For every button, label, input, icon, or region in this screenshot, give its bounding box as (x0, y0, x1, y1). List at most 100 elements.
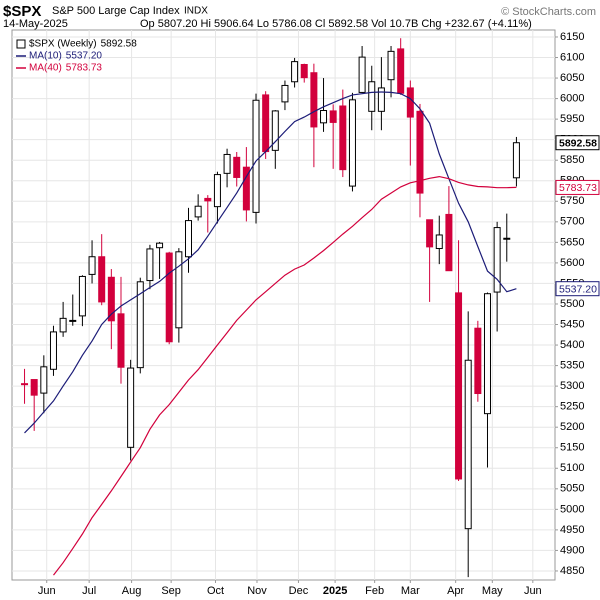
candle-body (175, 251, 183, 329)
x-tick-label: Nov (247, 585, 267, 597)
x-tick-label: Jun (38, 585, 56, 597)
candle-body (300, 64, 308, 79)
x-tick-label: Feb (365, 585, 384, 597)
candle-body (291, 61, 299, 83)
chart-subtitle: S&P 500 Large Cap Index (52, 5, 180, 17)
quote: Op 5807.20 Hi 5906.64 Lo 5786.08 Cl 5892… (140, 18, 532, 30)
y-tick-label: 5150 (560, 442, 584, 454)
price-tag (555, 179, 600, 195)
y-tick-label: 5300 (560, 380, 584, 392)
y-tick-label: 4850 (560, 565, 584, 577)
y-tick-label: 5600 (560, 257, 584, 269)
legend-value: 5537.20 (66, 51, 103, 62)
date: 14-May-2025 (3, 18, 68, 30)
x-tick-label: Sep (161, 585, 181, 597)
candle-body (503, 237, 511, 240)
y-tick-label: 5350 (560, 359, 584, 371)
price-tag-label: 5537.20 (559, 283, 597, 295)
candle-body (213, 174, 221, 208)
y-tick-label: 5700 (560, 216, 584, 228)
y-tick-label: 5400 (560, 339, 584, 351)
candle-body (252, 99, 260, 213)
candle-body (49, 331, 57, 370)
legend-swatch (16, 39, 26, 49)
x-tick-label: May (482, 585, 503, 597)
candle-body (348, 99, 356, 187)
candle-body (107, 276, 115, 322)
candle-body (223, 153, 231, 174)
y-tick-label: 5850 (560, 154, 584, 166)
x-tick-label: Oct (207, 585, 224, 597)
candle-body (445, 213, 453, 272)
x-tick-label: Jul (82, 585, 96, 597)
y-tick-label: 5200 (560, 421, 584, 433)
candle-body (397, 48, 405, 94)
candle-body (156, 242, 164, 249)
candle-body (474, 327, 482, 395)
candle-body (358, 56, 366, 93)
y-tick-label: 4950 (560, 524, 584, 536)
candle-body (512, 142, 520, 179)
y-tick-label: 6050 (560, 72, 584, 84)
candle-body (320, 110, 328, 124)
candle-body (262, 94, 270, 153)
y-tick-label: 5000 (560, 503, 584, 515)
candle-body (377, 87, 385, 112)
y-tick-label: 6100 (560, 51, 584, 63)
price-tag-label: 5783.73 (559, 182, 597, 194)
candle-body (136, 281, 144, 369)
y-tick-label: 5750 (560, 195, 584, 207)
candle-body (310, 72, 318, 128)
plot-frame (11, 29, 556, 581)
candle-body (242, 166, 250, 211)
candle-body (329, 110, 337, 123)
price-tag (555, 281, 600, 297)
candle-body (406, 87, 414, 118)
x-tick-label: Mar (401, 585, 420, 597)
candle-body (165, 252, 173, 343)
legend-label: MA(10) (29, 51, 62, 62)
candle-body (194, 205, 202, 218)
candle-body (435, 234, 443, 250)
x-tick-label: Dec (289, 585, 309, 597)
legend-value: 5783.73 (66, 63, 103, 74)
candle-body (40, 366, 48, 394)
candle-body (98, 256, 106, 303)
y-tick-label: 5250 (560, 401, 584, 413)
y-tick-label: 5950 (560, 113, 584, 125)
legend-value: 5892.58 (101, 39, 138, 50)
chart-title: $SPX (3, 3, 41, 20)
candle-body (204, 197, 212, 202)
credit: © StockCharts.com (501, 6, 596, 18)
candle-body (426, 219, 434, 248)
x-tick-label: Aug (122, 585, 142, 597)
candle-body (78, 275, 86, 317)
y-tick-label: 5650 (560, 236, 584, 248)
candle-body (271, 110, 279, 151)
ma-line (53, 175, 517, 576)
y-tick-label: 6000 (560, 93, 584, 105)
legend-label: $SPX (Weekly) (29, 39, 97, 50)
candle-body (30, 379, 38, 396)
candle-body (88, 256, 96, 275)
candle-body (464, 359, 472, 530)
candle-body (281, 84, 289, 103)
y-tick-label: 5050 (560, 483, 584, 495)
candle-body (387, 50, 395, 81)
candle-body (146, 248, 154, 282)
candle-body (493, 227, 501, 293)
x-tick-label: Apr (447, 585, 464, 597)
candle-body (184, 220, 192, 258)
y-tick-label: 4900 (560, 544, 584, 556)
price-tag-label: 5892.58 (559, 138, 597, 150)
candle-body (117, 313, 125, 368)
x-tick-label: Jun (524, 585, 542, 597)
candle-body (59, 317, 67, 333)
y-tick-label: 6150 (560, 31, 584, 43)
candle-body (455, 292, 463, 480)
legend-label: MA(40) (29, 63, 62, 74)
x-tick-label: 2025 (323, 585, 347, 597)
price-tag (555, 135, 600, 151)
candle-body (483, 293, 491, 415)
